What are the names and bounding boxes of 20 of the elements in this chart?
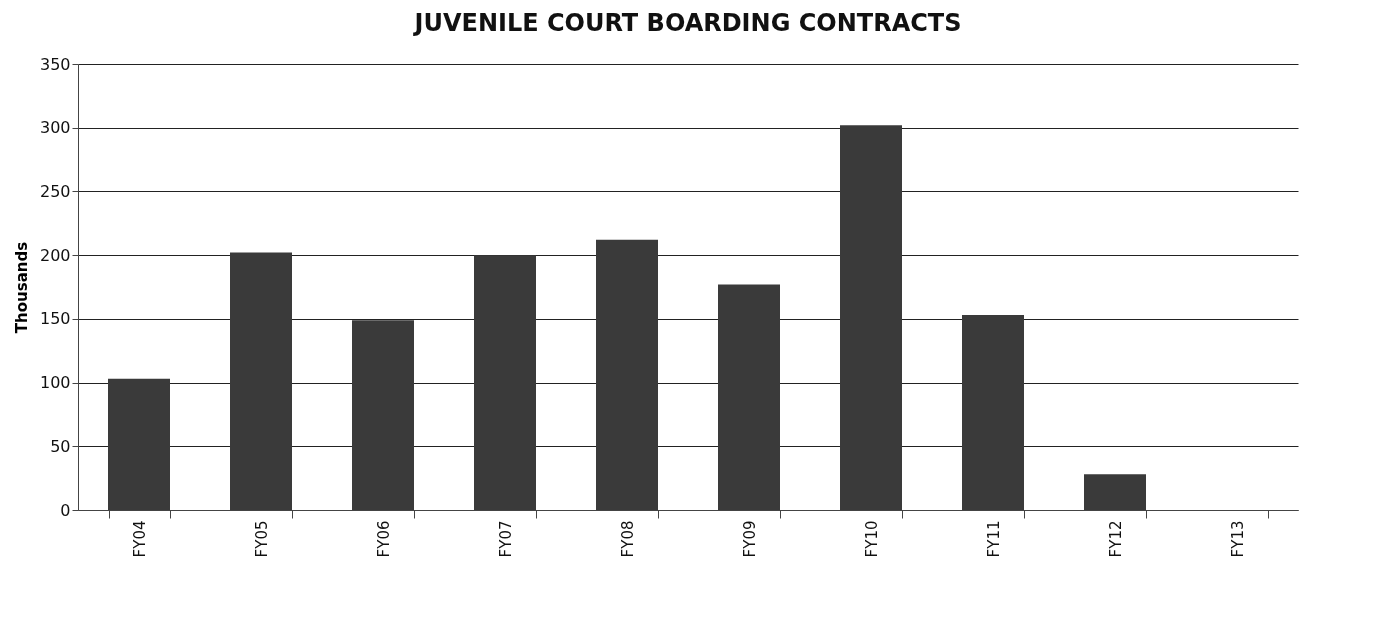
y-tick-label: 250: [39, 181, 71, 201]
y-tick-label: 100: [39, 373, 71, 393]
y-tick-label: 150: [39, 309, 71, 329]
y-tick-label: 50: [50, 436, 71, 456]
y-tick-label: 350: [39, 54, 71, 74]
y-tick-label: 300: [39, 118, 71, 138]
x-tick-label: FY04: [130, 520, 149, 558]
x-tick-label: FY05: [252, 520, 271, 558]
x-tick-label: FY11: [984, 520, 1003, 558]
chart-title: JUVENILE COURT BOARDING CONTRACTS: [412, 9, 962, 37]
x-tick-label: FY12: [1106, 520, 1125, 558]
x-tick-label: FY10: [862, 520, 881, 558]
x-tick-label: FY13: [1228, 520, 1247, 558]
y-axis-title: Thousands: [12, 241, 31, 334]
x-tick-label: FY07: [496, 520, 515, 558]
y-tick-label: 0: [60, 500, 71, 520]
y-tick-label: 200: [39, 245, 71, 265]
x-tick-label: FY09: [740, 520, 759, 558]
x-tick-label: FY08: [618, 520, 637, 558]
x-tick-label: FY06: [374, 520, 393, 558]
